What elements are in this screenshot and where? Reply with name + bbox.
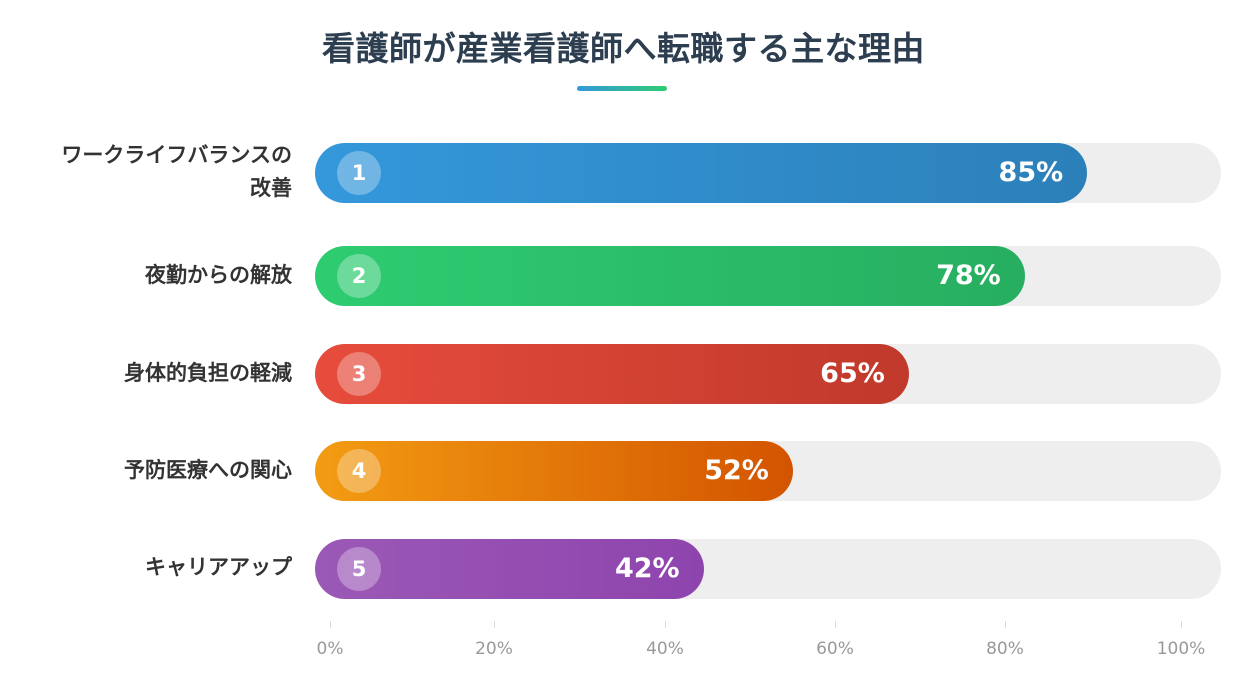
bar-track-5: 5 42% (315, 539, 1221, 599)
bar-label-4-line-1: 予防医療への関心 (124, 458, 292, 482)
x-tick-mark-0 (330, 621, 331, 628)
bar-label-3-line-1: 身体的負担の軽減 (124, 361, 292, 385)
bar-label-3: 身体的負担の軽減 (10, 357, 292, 390)
bar-track-3: 3 65% (315, 344, 1221, 404)
bar-value-label-2: 78% (936, 260, 1001, 291)
bar-track-2: 2 78% (315, 246, 1221, 306)
rank-badge-2: 2 (337, 254, 381, 298)
bar-fill-3: 3 65% (315, 344, 909, 404)
bar-label-5: キャリアアップ (10, 551, 292, 584)
x-tick-mark-40 (665, 621, 666, 628)
bar-value-label-1: 85% (998, 157, 1064, 188)
bar-label-5-line-1: キャリアアップ (145, 555, 292, 579)
bar-label-1-line-2: 改善 (250, 176, 292, 200)
x-tick-label-100: 100% (1156, 639, 1206, 659)
x-tick-mark-80 (1005, 621, 1006, 628)
bar-value-label-4: 52% (704, 455, 769, 486)
rank-badge-5: 5 (337, 547, 381, 591)
rank-badge-1: 1 (337, 151, 381, 195)
chart-title: 看護師が産業看護師へ転職する主な理由 (322, 29, 925, 68)
bar-label-4: 予防医療への関心 (10, 454, 292, 487)
rank-badge-3: 3 (337, 352, 381, 396)
bar-label-2-line-1: 夜勤からの解放 (145, 263, 292, 287)
bar-label-1-line-1: ワークライフバランスの (61, 143, 292, 167)
x-tick-mark-100 (1181, 621, 1182, 628)
x-tick-label-60: 60% (816, 639, 854, 659)
bar-fill-1: 1 85% (315, 143, 1088, 203)
bar-fill-2: 2 78% (315, 246, 1025, 306)
bar-value-label-3: 65% (820, 358, 885, 389)
bar-track-1: 1 85% (315, 143, 1221, 203)
title-underline (577, 86, 667, 91)
x-tick-mark-60 (835, 621, 836, 628)
x-tick-mark-20 (494, 621, 495, 628)
bar-label-2: 夜勤からの解放 (10, 259, 292, 292)
bar-fill-4: 4 52% (315, 441, 793, 501)
x-tick-label-20: 20% (475, 639, 513, 659)
bar-label-1: ワークライフバランスの 改善 (10, 139, 292, 205)
x-tick-label-80: 80% (986, 639, 1024, 659)
x-tick-label-40: 40% (646, 639, 684, 659)
bar-track-4: 4 52% (315, 441, 1221, 501)
x-tick-label-0: 0% (316, 639, 344, 659)
bar-fill-5: 5 42% (315, 539, 704, 599)
rank-badge-4: 4 (337, 449, 381, 493)
bar-value-label-5: 42% (614, 553, 680, 584)
